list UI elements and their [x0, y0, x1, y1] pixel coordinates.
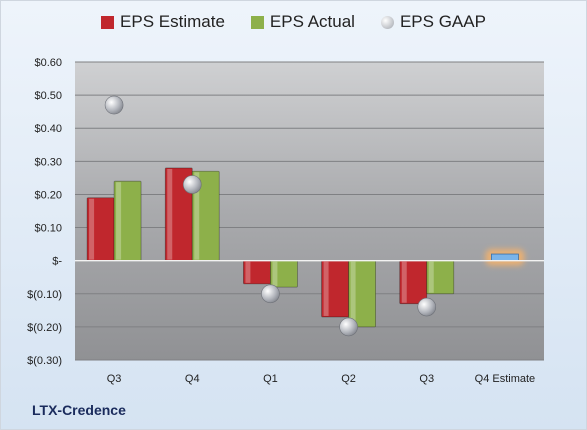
- company-name: LTX-Credence: [32, 402, 126, 418]
- y-tick-label: $(0.20): [27, 322, 62, 334]
- bar-eps-estimate-highlight: [491, 253, 519, 262]
- legend-swatch-eps-actual: [250, 15, 264, 29]
- point-eps-gaap: [261, 284, 280, 304]
- bar-eps-estimate: [321, 260, 349, 318]
- bar-eps-estimate: [86, 197, 115, 262]
- x-tick-label: Q2: [341, 373, 356, 385]
- legend-label-eps-estimate: EPS Estimate: [120, 12, 225, 31]
- y-tick-label: $0.40: [34, 123, 62, 135]
- plot-area: [75, 62, 544, 360]
- x-tick-label: Q4 Estimate: [475, 373, 536, 385]
- y-tick-label: $(0.30): [27, 355, 62, 367]
- gaap-points: [104, 95, 437, 337]
- point-eps-gaap: [182, 175, 202, 194]
- y-tick-label: $0.10: [34, 223, 62, 235]
- x-tick-label: Q3: [419, 373, 434, 385]
- y-axis-ticks: $0.60 $0.50 $0.40 $0.30 $0.20 $0.10 $- $(0.10) $…: [27, 57, 62, 367]
- legend-label-eps-actual: EPS Actual: [269, 12, 355, 31]
- y-tick-label: $0.60: [34, 57, 62, 69]
- legend-label-eps-gaap: EPS GAAP: [399, 12, 486, 31]
- legend-swatch-eps-estimate: [101, 15, 115, 29]
- x-tick-label: Q4: [185, 373, 200, 385]
- legend-item-eps-actual: EPS Actual: [250, 12, 355, 32]
- bar-eps-estimate: [399, 260, 428, 305]
- y-tick-label: $0.50: [34, 90, 62, 102]
- y-tick-label: $0.20: [34, 189, 62, 201]
- y-tick-label: $(0.10): [27, 289, 62, 301]
- x-tick-label: Q1: [263, 373, 278, 385]
- bar-eps-actual: [270, 260, 298, 288]
- legend: EPS Estimate EPS Actual EPS GAAP: [0, 12, 587, 32]
- legend-swatch-eps-gaap: [380, 15, 394, 29]
- point-eps-gaap: [104, 95, 124, 115]
- y-tick-label: $-: [52, 256, 62, 268]
- point-eps-gaap: [417, 297, 437, 317]
- y-tick-label: $0.30: [34, 156, 62, 168]
- bar-eps-actual: [426, 260, 455, 295]
- x-axis-ticks: Q3 Q4 Q1 Q2 Q3 Q4 Estimate: [107, 373, 535, 385]
- bar-eps-actual: [113, 180, 142, 262]
- point-eps-gaap: [339, 317, 358, 337]
- gridlines: [75, 61, 544, 361]
- x-tick-label: Q3: [107, 373, 122, 385]
- bar-eps-estimate: [243, 260, 271, 285]
- bar-eps-actual: [348, 260, 376, 328]
- legend-item-eps-estimate: EPS Estimate: [101, 12, 225, 32]
- legend-item-eps-gaap: EPS GAAP: [380, 12, 486, 32]
- bars: [86, 167, 525, 328]
